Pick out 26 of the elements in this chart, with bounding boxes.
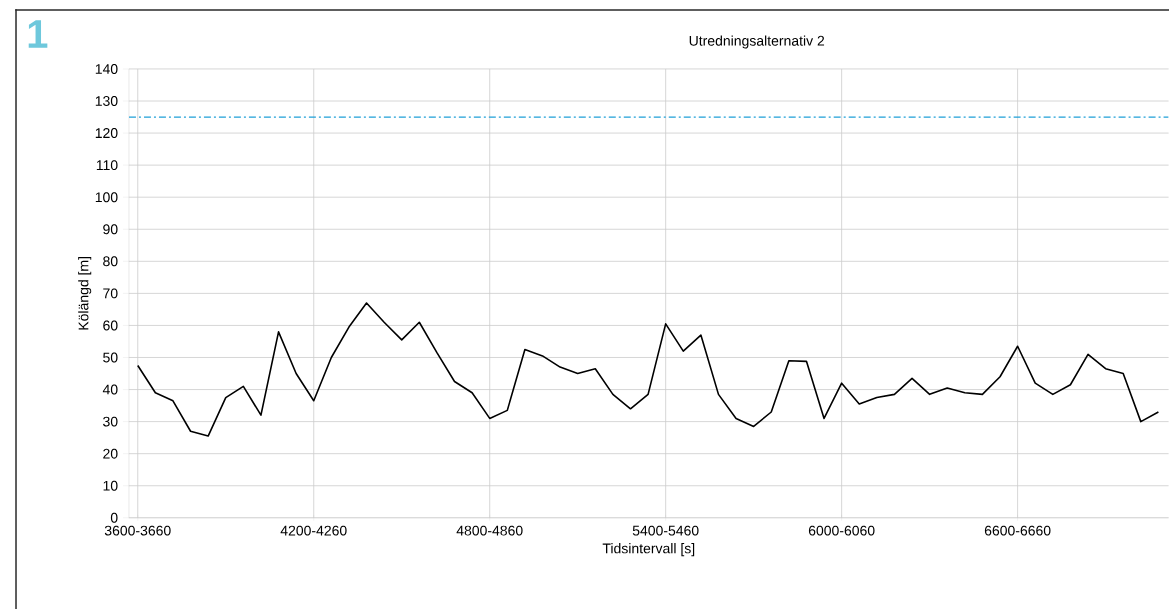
x-tick-label: 4800-4860 <box>456 525 523 536</box>
y-tick-label: 20 <box>103 448 118 459</box>
x-tick-label: 4200-4260 <box>280 525 347 536</box>
y-tick-label: 110 <box>96 160 118 171</box>
y-tick-label: 120 <box>95 128 118 139</box>
y-tick-label: 70 <box>103 288 118 299</box>
x-tick-label: 3600-3660 <box>104 525 171 536</box>
y-tick-label: 30 <box>103 416 118 427</box>
y-tick-label: 90 <box>103 224 118 235</box>
y-tick-label: 0 <box>110 512 118 523</box>
chart-title: Utredningsalternativ 2 <box>689 35 825 49</box>
y-tick-label: 60 <box>103 320 118 331</box>
x-axis-title: Tidsintervall [s] <box>602 543 695 557</box>
y-tick-label: 40 <box>102 384 118 395</box>
y-tick-label: 140 <box>95 64 118 74</box>
y-tick-label: 10 <box>103 480 118 491</box>
y-tick-label: 50 <box>103 352 118 363</box>
x-tick-label: 6600-6660 <box>984 525 1051 536</box>
y-axis-title: Kölängd [m] <box>78 257 92 330</box>
y-tick-label: 80 <box>103 256 118 267</box>
x-tick-label: 5400-5460 <box>632 525 699 536</box>
x-tick-label: 6000-6060 <box>808 525 875 536</box>
y-tick-label: 100 <box>95 192 118 203</box>
y-tick-label: 130 <box>95 96 118 106</box>
line-series <box>136 302 1160 437</box>
text: 1 <box>28 20 48 48</box>
